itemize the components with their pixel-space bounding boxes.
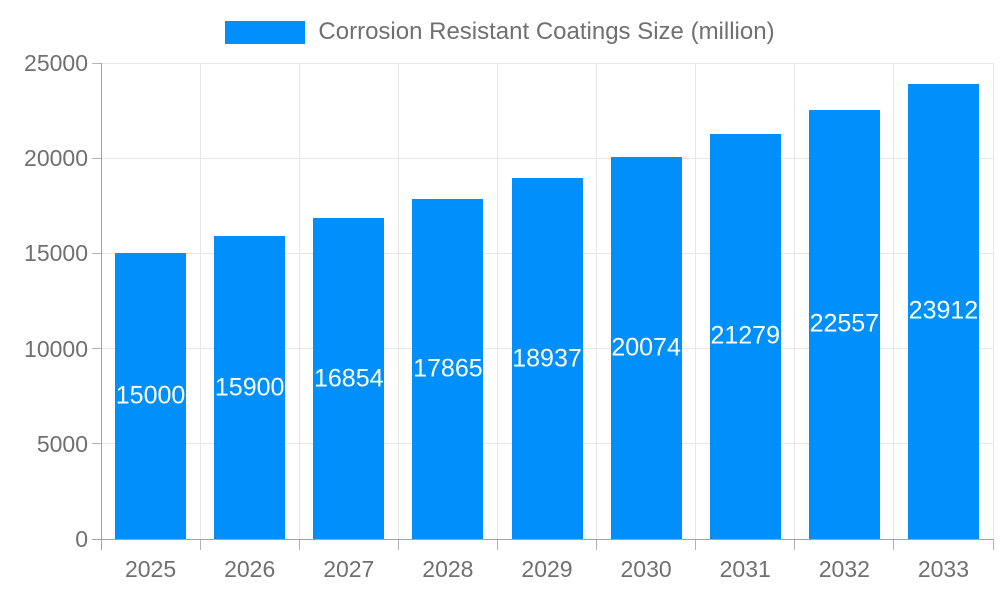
x-axis-tick xyxy=(298,539,300,550)
bar-value-label: 18937 xyxy=(512,344,582,373)
grid-line-vertical xyxy=(695,63,697,539)
x-axis-label: 2029 xyxy=(521,556,573,582)
x-axis-label: 2025 xyxy=(124,556,177,582)
y-axis-label: 25000 xyxy=(24,50,88,76)
legend-swatch[interactable] xyxy=(225,20,306,44)
x-axis-label: 2026 xyxy=(224,556,276,582)
grid-line-vertical xyxy=(893,63,895,539)
y-axis-tick xyxy=(92,157,101,159)
x-axis-label: 2027 xyxy=(323,556,375,582)
grid-line-horizontal xyxy=(101,62,993,64)
x-axis-line xyxy=(92,538,993,540)
y-axis-line xyxy=(100,63,102,539)
bar-value-label: 17865 xyxy=(413,354,483,383)
x-axis-tick xyxy=(794,539,796,550)
grid-line-vertical xyxy=(496,63,498,539)
legend: Corrosion Resistant Coatings Size (milli… xyxy=(0,18,1000,45)
bar-value-label: 23912 xyxy=(908,296,979,325)
x-axis-label: 2030 xyxy=(620,556,672,582)
bar[interactable]: 17865 xyxy=(412,198,484,539)
y-axis-tick xyxy=(92,252,101,254)
bar-value-label: 20074 xyxy=(611,333,681,362)
grid-line-vertical xyxy=(596,63,598,539)
x-axis-label: 2032 xyxy=(818,556,870,582)
x-axis-tick xyxy=(596,539,598,550)
bar-value-label: 15900 xyxy=(214,373,285,402)
grid-line-horizontal xyxy=(101,157,993,159)
grid-line-vertical xyxy=(298,63,300,539)
x-axis-tick xyxy=(397,539,399,550)
bar-value-label: 22557 xyxy=(809,309,880,338)
bar-value-label: 21279 xyxy=(710,321,780,350)
bar[interactable]: 22557 xyxy=(808,109,880,539)
grid-line-vertical xyxy=(992,63,994,539)
x-axis-label: 2033 xyxy=(917,556,970,582)
legend-label[interactable]: Corrosion Resistant Coatings Size (milli… xyxy=(318,18,775,45)
plot-area: 15000 15900 16854 17865 18937 20074 21279 22557… xyxy=(24,51,994,582)
x-axis-label: 2028 xyxy=(422,556,474,582)
grid-line-vertical xyxy=(397,63,399,539)
bar-value-label: 15000 xyxy=(115,381,186,410)
y-axis-label: 15000 xyxy=(24,240,88,267)
y-axis-tick xyxy=(92,443,101,445)
bar[interactable]: 15900 xyxy=(214,236,286,539)
x-axis-tick xyxy=(100,539,102,550)
x-axis-label: 2031 xyxy=(719,556,771,582)
grid-line-vertical xyxy=(794,63,796,539)
y-axis-label: 10000 xyxy=(24,335,88,362)
x-axis-tick xyxy=(496,539,498,550)
y-axis-label: 20000 xyxy=(24,145,88,172)
bar-value-label: 16854 xyxy=(314,364,384,393)
y-axis-label: 0 xyxy=(75,526,88,552)
x-axis-tick xyxy=(893,539,895,550)
y-axis-tick xyxy=(92,62,101,64)
x-axis-tick xyxy=(695,539,697,550)
x-axis-tick xyxy=(992,539,994,550)
bar[interactable]: 15000 xyxy=(115,253,187,539)
bar[interactable]: 16854 xyxy=(313,218,385,539)
bar[interactable]: 20074 xyxy=(610,156,682,539)
grid-line-vertical xyxy=(199,63,201,539)
bar[interactable]: 23912 xyxy=(907,83,979,539)
y-axis-label: 5000 xyxy=(36,430,88,457)
y-axis-tick xyxy=(92,348,101,350)
x-axis-tick xyxy=(199,539,201,550)
bar[interactable]: 18937 xyxy=(511,178,583,539)
bar[interactable]: 21279 xyxy=(709,133,781,539)
